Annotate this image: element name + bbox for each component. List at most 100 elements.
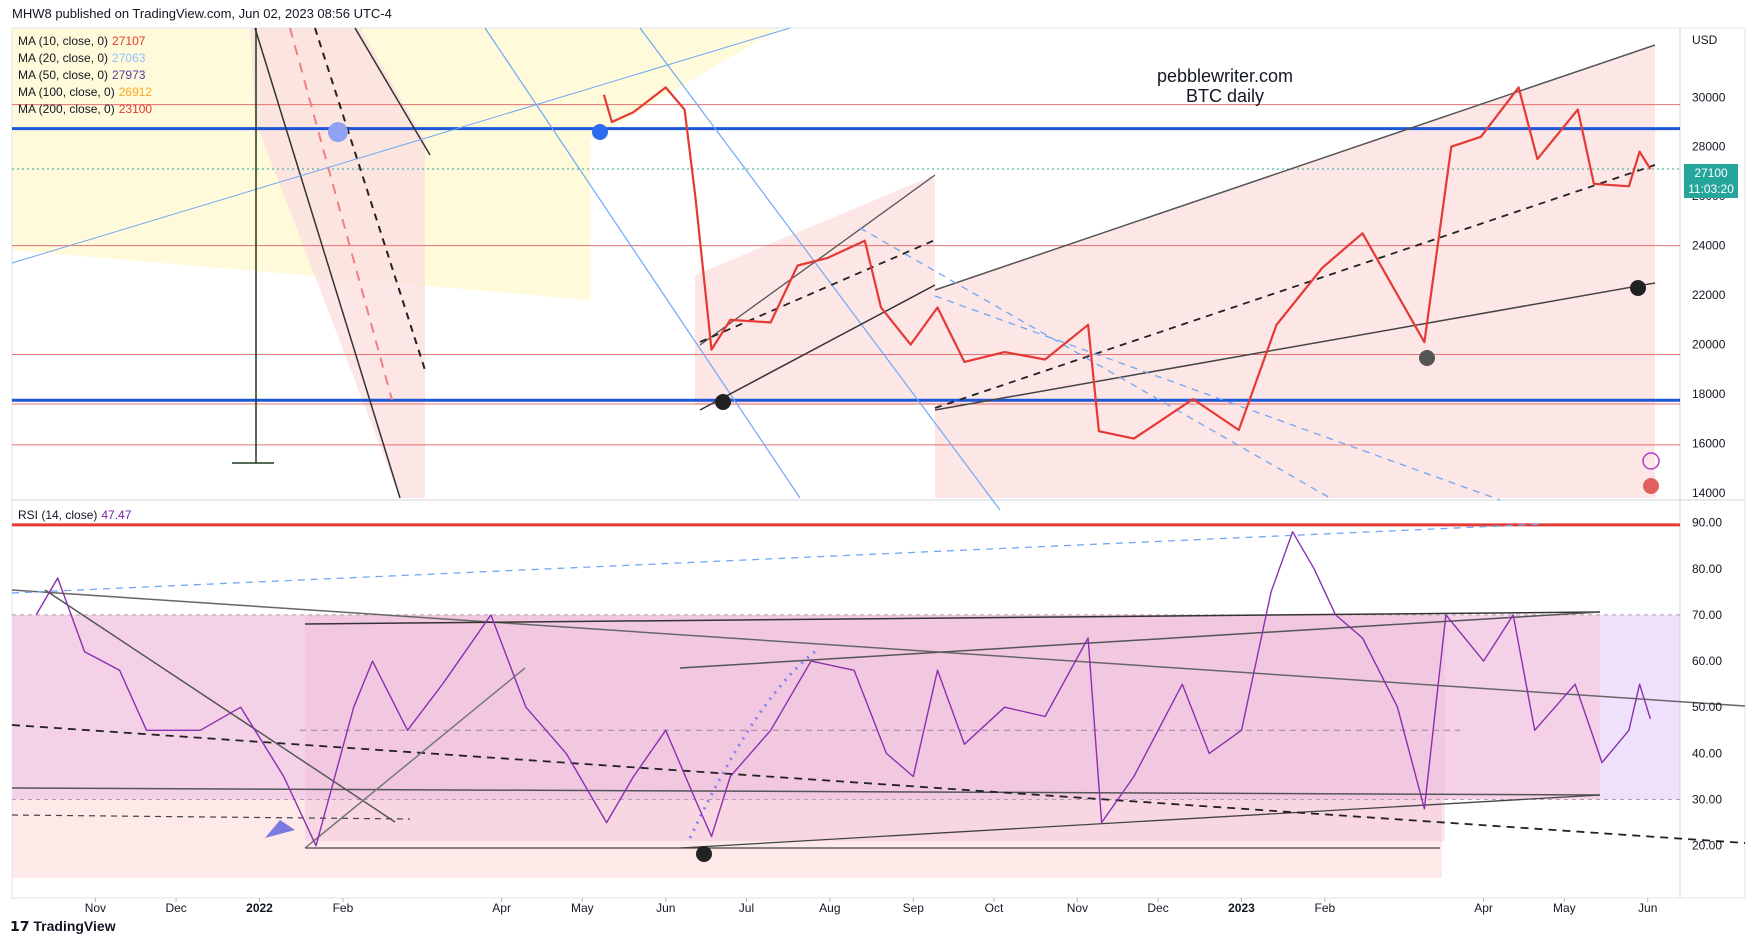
x-tick-label: Jun (1638, 901, 1657, 915)
bar-countdown: 11:03:20 (1688, 182, 1734, 196)
rsi-tick-label: 80.00 (1692, 562, 1722, 576)
indicator-label: MA (10, close, 0) (18, 34, 109, 48)
indicator-row: MA (200, close, 0) 23100 (18, 101, 152, 118)
rsi-trend-line (11, 724, 1746, 844)
trend-line (484, 27, 801, 499)
rsi-trend-line (11, 589, 1746, 707)
indicator-row: MA (50, close, 0) 27973 (18, 67, 152, 84)
red-descending-channel (250, 28, 425, 498)
rsi-legend-label: RSI (14, close) (18, 508, 98, 522)
us-flag-icon (1643, 478, 1659, 494)
price-tick-label: 30000 (1692, 90, 1726, 104)
price-tick-label: 14000 (1692, 486, 1726, 500)
indicator-value: 23100 (118, 102, 153, 116)
x-tick-label: Oct (985, 901, 1004, 915)
trend-line (934, 282, 1656, 411)
marker-dot (328, 122, 348, 142)
tradingview-footer[interactable]: 𝟭𝟳 TradingView (10, 918, 116, 935)
rsi-lower-zone (12, 799, 1442, 878)
rsi-trend-line (679, 794, 1601, 849)
price-tick-label: 20000 (1692, 338, 1726, 352)
x-tick-label: Dec (165, 901, 186, 915)
marker-dot (592, 124, 608, 140)
marker-dot (1419, 350, 1435, 366)
indicator-row: MA (10, close, 0) 27107 (18, 33, 152, 50)
x-tick-label: Nov (85, 901, 106, 915)
indicator-label: MA (100, close, 0) (18, 85, 115, 99)
rsi-trend-line (304, 611, 1601, 625)
indicator-value: 27063 (112, 51, 146, 65)
trend-line (699, 284, 936, 411)
x-tick-label: Jul (739, 901, 754, 915)
drawing-tools-layer (11, 27, 1746, 862)
x-tick-label: Apr (1474, 901, 1493, 915)
indicator-value: 27107 (112, 34, 146, 48)
trend-line (314, 27, 426, 371)
rsi-line (35, 531, 1652, 847)
trend-line (639, 27, 1001, 511)
x-tick-label: Apr (492, 901, 511, 915)
btc-price-line (602, 86, 1652, 440)
x-tick-label: Dec (1147, 901, 1168, 915)
drawing-background-layer (12, 28, 1680, 878)
yellow-fan-zone-2 (590, 28, 780, 140)
rsi-tick-label: 40.00 (1692, 746, 1722, 760)
series-layer (35, 86, 1652, 847)
rsi-tick-label: 30.00 (1692, 793, 1722, 807)
trend-line (11, 27, 791, 264)
rsi-legend-value: 47.47 (101, 508, 132, 522)
trend-line (699, 239, 936, 343)
trend-line (254, 27, 401, 499)
x-tick-label: 2023 (1228, 901, 1255, 915)
indicator-label: MA (50, close, 0) (18, 68, 109, 82)
x-tick-label: May (1553, 901, 1576, 915)
last-price-tag: 27100 11:03:20 (1684, 164, 1738, 198)
x-tick-label: May (571, 901, 594, 915)
chart-border (11, 27, 1746, 899)
rsi-trend-line (44, 589, 396, 823)
rsi-trend-line (11, 523, 1546, 594)
trend-line (934, 164, 1656, 409)
indicator-value: 27973 (112, 68, 146, 82)
price-axis-unit: USD (1692, 33, 1718, 47)
flash-icon (1642, 452, 1660, 470)
watermark-line1: pebblewriter.com (1156, 66, 1294, 86)
rsi-tick-label: 60.00 (1692, 654, 1722, 668)
rsi-tick-label: 20.00 (1692, 839, 1722, 853)
watermark: pebblewriter.com BTC daily (1090, 66, 1360, 106)
rsi-trend-line (11, 787, 1601, 796)
price-levels-layer (11, 27, 1746, 899)
price-tick-label: 24000 (1692, 239, 1726, 253)
tradingview-logo-icon: 𝟭𝟳 (10, 918, 34, 934)
rsi-tick-label: 50.00 (1692, 700, 1722, 714)
x-tick-label: Aug (819, 901, 840, 915)
rsi-trend-line (304, 667, 526, 849)
axis-layer: USD3000028000260002400022000200001800016… (85, 33, 1726, 915)
watermark-line2: BTC daily (1185, 86, 1265, 106)
indicator-legend: MA (10, close, 0) 27107 MA (20, close, 0) 2… (18, 33, 152, 118)
red-channel-2022 (695, 175, 935, 405)
marker-dot (696, 846, 712, 862)
x-tick-label: Feb (1315, 901, 1336, 915)
published-header: MHW8 published on TradingView.com, Jun 0… (12, 6, 392, 21)
rsi-trend-line (11, 814, 411, 820)
tradingview-brand: TradingView (33, 918, 116, 934)
trend-line (354, 27, 431, 156)
indicator-label: MA (200, close, 0) (18, 102, 115, 116)
price-tick-label: 28000 (1692, 140, 1726, 154)
rsi-channel-zone (305, 614, 1445, 842)
x-tick-label: Feb (333, 901, 354, 915)
trend-line (934, 295, 1501, 501)
rsi-tick-label: 70.00 (1692, 608, 1722, 622)
price-tick-label: 16000 (1692, 437, 1726, 451)
x-tick-label: Sep (903, 901, 925, 915)
last-price-value: 27100 (1694, 166, 1728, 180)
rsi-band-tail (1600, 614, 1680, 800)
indicator-row: MA (100, close, 0) 26912 (18, 84, 152, 101)
indicator-row: MA (20, close, 0) 27063 (18, 50, 152, 67)
x-tick-label: Jun (656, 901, 675, 915)
marker-dot (1630, 280, 1646, 296)
x-tick-label: Nov (1067, 901, 1088, 915)
x-tick-label: 2022 (246, 901, 273, 915)
